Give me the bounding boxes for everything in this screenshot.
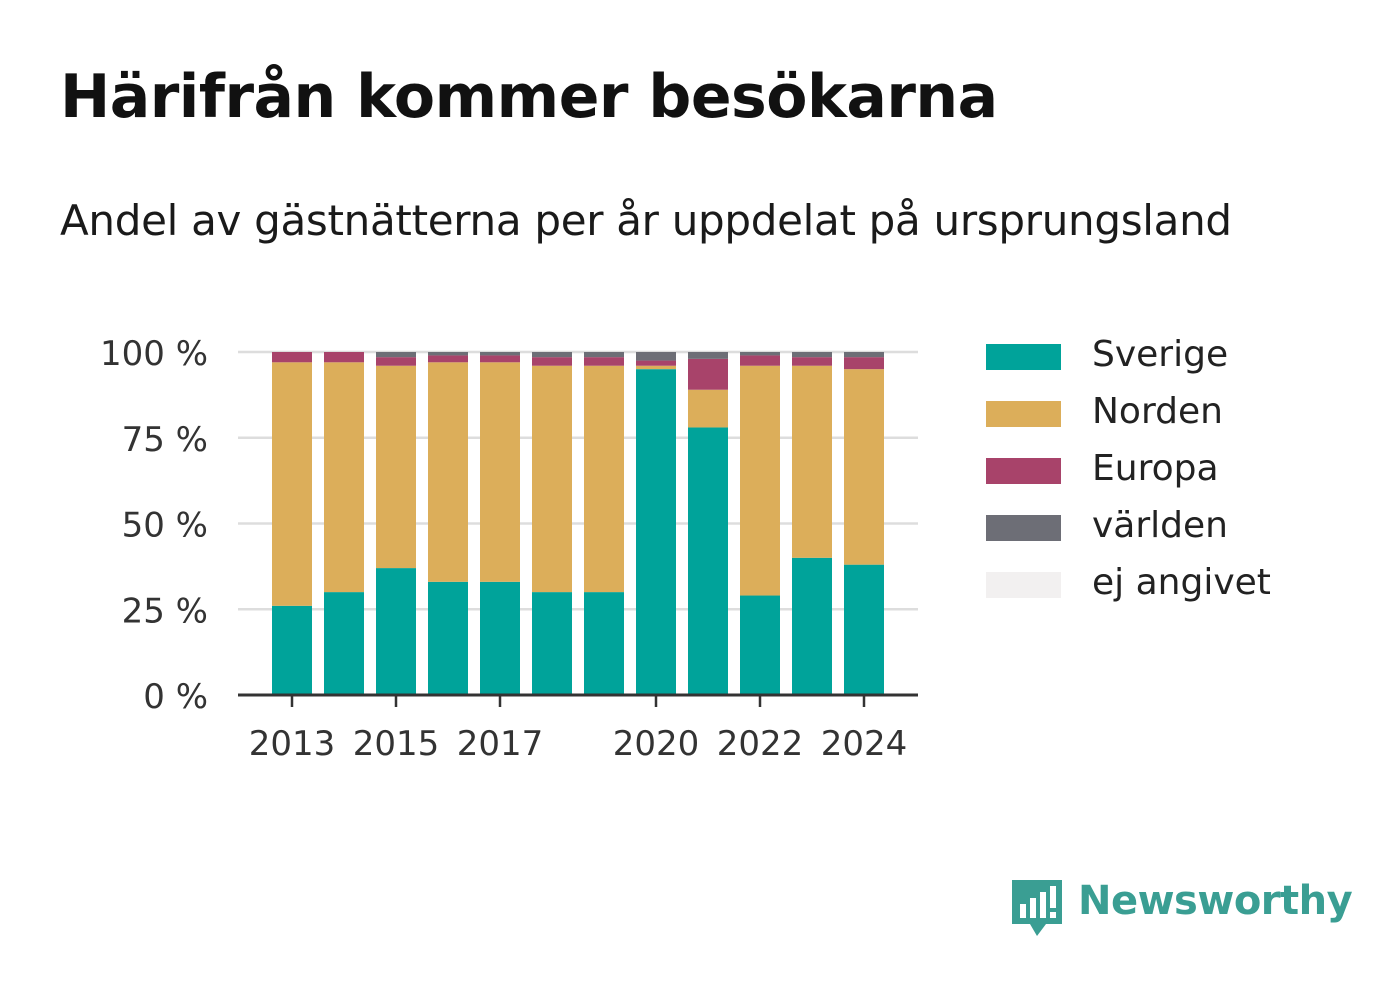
bar-segment-v-rlden-2020 bbox=[636, 352, 676, 361]
chart-title: Härifrån kommer besökarna bbox=[60, 62, 998, 132]
bar-segment-v-rlden-2021 bbox=[688, 352, 728, 359]
x-tick-label: 2017 bbox=[457, 724, 544, 764]
legend-swatch-sverige bbox=[986, 344, 1061, 370]
bar-segment-europa-2015 bbox=[376, 357, 416, 366]
bar-segment-europa-2021 bbox=[688, 358, 728, 390]
bar-segment-sverige-2016 bbox=[428, 581, 468, 695]
legend-label: ej angivet bbox=[1092, 562, 1271, 603]
bar-segment-europa-2017 bbox=[480, 355, 520, 363]
legend-label: världen bbox=[1092, 505, 1228, 546]
bar-segment-sverige-2017 bbox=[480, 581, 520, 695]
stacked-bar-chart: 0 % 25 % 50 % 75 % 100 % 2013 2015 2017 2020 2022… bbox=[100, 334, 918, 764]
bar-segment-europa-2014 bbox=[324, 352, 364, 363]
bar-segment-sverige-2014 bbox=[324, 592, 364, 695]
legend-swatch-norden bbox=[986, 401, 1061, 427]
y-tick-label: 0 % bbox=[143, 677, 208, 717]
y-tick-label: 25 % bbox=[122, 591, 208, 631]
bar-segment-sverige-2024 bbox=[844, 564, 884, 695]
bar-segment-europa-2020 bbox=[636, 360, 676, 366]
x-tick-label: 2024 bbox=[821, 724, 908, 764]
bar-segment-v-rlden-2024 bbox=[844, 352, 884, 358]
x-tick-label: 2013 bbox=[249, 724, 336, 764]
bar-segment-europa-2022 bbox=[740, 355, 780, 366]
legend-swatch-ej-angivet bbox=[986, 572, 1061, 598]
newsworthy-logo-icon bbox=[1012, 880, 1062, 936]
legend-label: Norden bbox=[1092, 391, 1223, 432]
bar-segment-norden-2013 bbox=[272, 362, 312, 606]
bar-segment-norden-2019 bbox=[584, 365, 624, 593]
bar-segment-sverige-2015 bbox=[376, 568, 416, 695]
bar-segment-norden-2018 bbox=[532, 365, 572, 593]
bar-segment-sverige-2020 bbox=[636, 369, 676, 695]
bar-segment-norden-2015 bbox=[376, 365, 416, 569]
bar-segment-norden-2017 bbox=[480, 362, 520, 582]
bar-segment-europa-2024 bbox=[844, 357, 884, 370]
bar-segment-norden-2020 bbox=[636, 365, 676, 370]
bar-segment-v-rlden-2022 bbox=[740, 352, 780, 356]
x-tick-label: 2015 bbox=[353, 724, 440, 764]
bar-segment-norden-2022 bbox=[740, 365, 780, 596]
bar-segment-v-rlden-2019 bbox=[584, 352, 624, 358]
bar-segment-europa-2023 bbox=[792, 357, 832, 366]
bar-segment-norden-2023 bbox=[792, 365, 832, 558]
bar-segment-v-rlden-2016 bbox=[428, 352, 468, 356]
legend-label: Sverige bbox=[1092, 334, 1229, 375]
chart-subtitle: Andel av gästnätterna per år uppdelat på… bbox=[60, 196, 1232, 245]
legend-swatch-varlden bbox=[986, 515, 1061, 541]
bar-segment-europa-2013 bbox=[272, 352, 312, 363]
bar-segment-norden-2014 bbox=[324, 362, 364, 593]
bar-segment-norden-2016 bbox=[428, 362, 468, 582]
bar-segment-sverige-2013 bbox=[272, 605, 312, 695]
y-tick-label: 50 % bbox=[122, 506, 208, 546]
bar-segment-sverige-2021 bbox=[688, 427, 728, 695]
bar-segment-v-rlden-2018 bbox=[532, 352, 572, 358]
brand-name: Newsworthy bbox=[1078, 878, 1353, 924]
bar-segment-europa-2016 bbox=[428, 355, 468, 363]
legend-label: Europa bbox=[1092, 448, 1219, 489]
bar-segment-norden-2021 bbox=[688, 389, 728, 428]
bar-segment-v-rlden-2017 bbox=[480, 352, 520, 356]
bar-segment-v-rlden-2015 bbox=[376, 352, 416, 358]
bar-segment-sverige-2022 bbox=[740, 595, 780, 695]
bar-segment-sverige-2019 bbox=[584, 592, 624, 695]
y-tick-label: 75 % bbox=[122, 420, 208, 460]
x-tick-label: 2022 bbox=[717, 724, 804, 764]
x-tick-label: 2020 bbox=[613, 724, 700, 764]
legend-swatch-europa bbox=[986, 458, 1061, 484]
bar-segment-norden-2024 bbox=[844, 369, 884, 565]
bar-segment-sverige-2018 bbox=[532, 592, 572, 695]
bar-segment-sverige-2023 bbox=[792, 557, 832, 695]
bar-segment-europa-2019 bbox=[584, 357, 624, 366]
bar-segment-v-rlden-2023 bbox=[792, 352, 832, 358]
y-tick-label: 100 % bbox=[100, 334, 208, 374]
bar-segment-europa-2018 bbox=[532, 357, 572, 366]
